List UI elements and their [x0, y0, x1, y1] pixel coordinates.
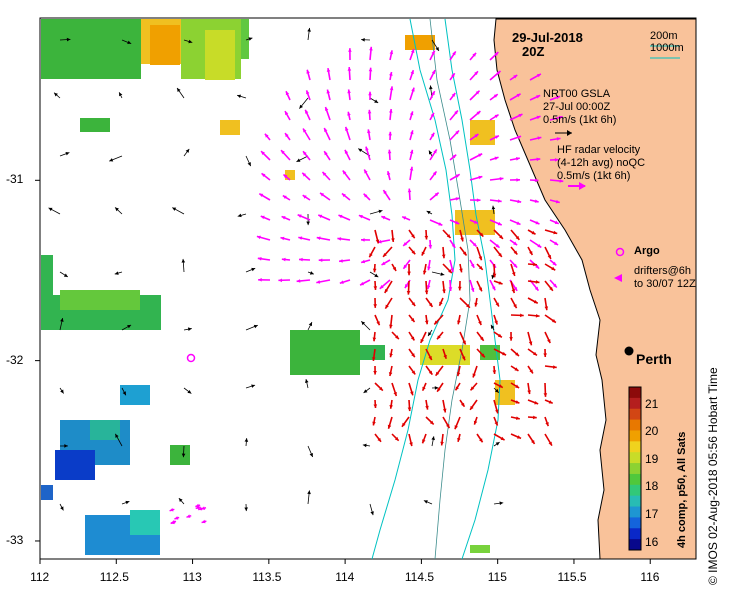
colorbar-tick-label: 19: [645, 452, 658, 466]
x-tick-label: 116: [640, 570, 659, 584]
map-time: 20Z: [522, 44, 544, 59]
colorbar-segment: [629, 452, 641, 463]
colorbar-segment: [629, 485, 641, 496]
bathy-1000-label: 1000m: [650, 42, 684, 54]
gsla-scale: 0.5m/s (1kt 6h): [543, 114, 616, 126]
colorbar-title: 4h comp, p50, All Sats: [676, 328, 688, 548]
credit-text: © IMOS 02-Aug-2018 05:56 Hobart Time: [706, 25, 720, 585]
argo-label: Argo: [634, 245, 660, 257]
colorbar-segment: [629, 539, 641, 550]
hf-scale: 0.5m/s (1kt 6h): [557, 170, 630, 182]
map-date: 29-Jul-2018: [512, 30, 583, 45]
colorbar-tick-label: 20: [645, 424, 658, 438]
drifters-label-2: to 30/07 12Z: [634, 278, 696, 290]
perth-label: Perth: [636, 351, 672, 367]
x-tick-label: 112: [30, 570, 49, 584]
x-tick-label: 115.5: [557, 570, 586, 584]
colorbar: [629, 387, 641, 551]
colorbar-segment: [629, 409, 641, 420]
x-tick-label: 114: [335, 570, 354, 584]
hf-title: HF radar velocity: [557, 144, 640, 156]
colorbar-tick-label: 17: [645, 507, 658, 521]
y-tick-label: -32: [6, 353, 23, 367]
colorbar-segment: [629, 430, 641, 441]
x-tick-label: 112.5: [100, 570, 129, 584]
colorbar-tick-label: 21: [645, 397, 658, 411]
colorbar-tick-label: 16: [645, 535, 658, 549]
colorbar-segment: [629, 387, 641, 398]
colorbar-segment: [629, 496, 641, 507]
colorbar-segment: [629, 528, 641, 539]
colorbar-segment: [629, 398, 641, 409]
colorbar-segment: [629, 463, 641, 474]
gsla-title: NRT00 GSLA: [543, 88, 610, 100]
perth-marker: [625, 347, 634, 356]
x-tick-label: 114.5: [405, 570, 434, 584]
x-tick-label: 113.5: [252, 570, 281, 584]
x-tick-label: 113: [183, 570, 202, 584]
colorbar-segment: [629, 420, 641, 431]
drifters-label-1: drifters@6h: [634, 265, 691, 277]
colorbar-tick-label: 18: [645, 479, 658, 493]
x-tick-label: 115: [488, 570, 507, 584]
y-tick-label: -33: [6, 533, 23, 547]
bathy-200-label: 200m: [650, 30, 678, 42]
gsla-date: 27-Jul 00:00Z: [543, 101, 610, 113]
colorbar-segment: [629, 474, 641, 485]
colorbar-segment: [629, 517, 641, 528]
colorbar-segment: [629, 441, 641, 452]
y-tick-label: -31: [6, 172, 23, 186]
colorbar-segment: [629, 507, 641, 518]
hf-avg: (4-12h avg) noQC: [557, 157, 645, 169]
